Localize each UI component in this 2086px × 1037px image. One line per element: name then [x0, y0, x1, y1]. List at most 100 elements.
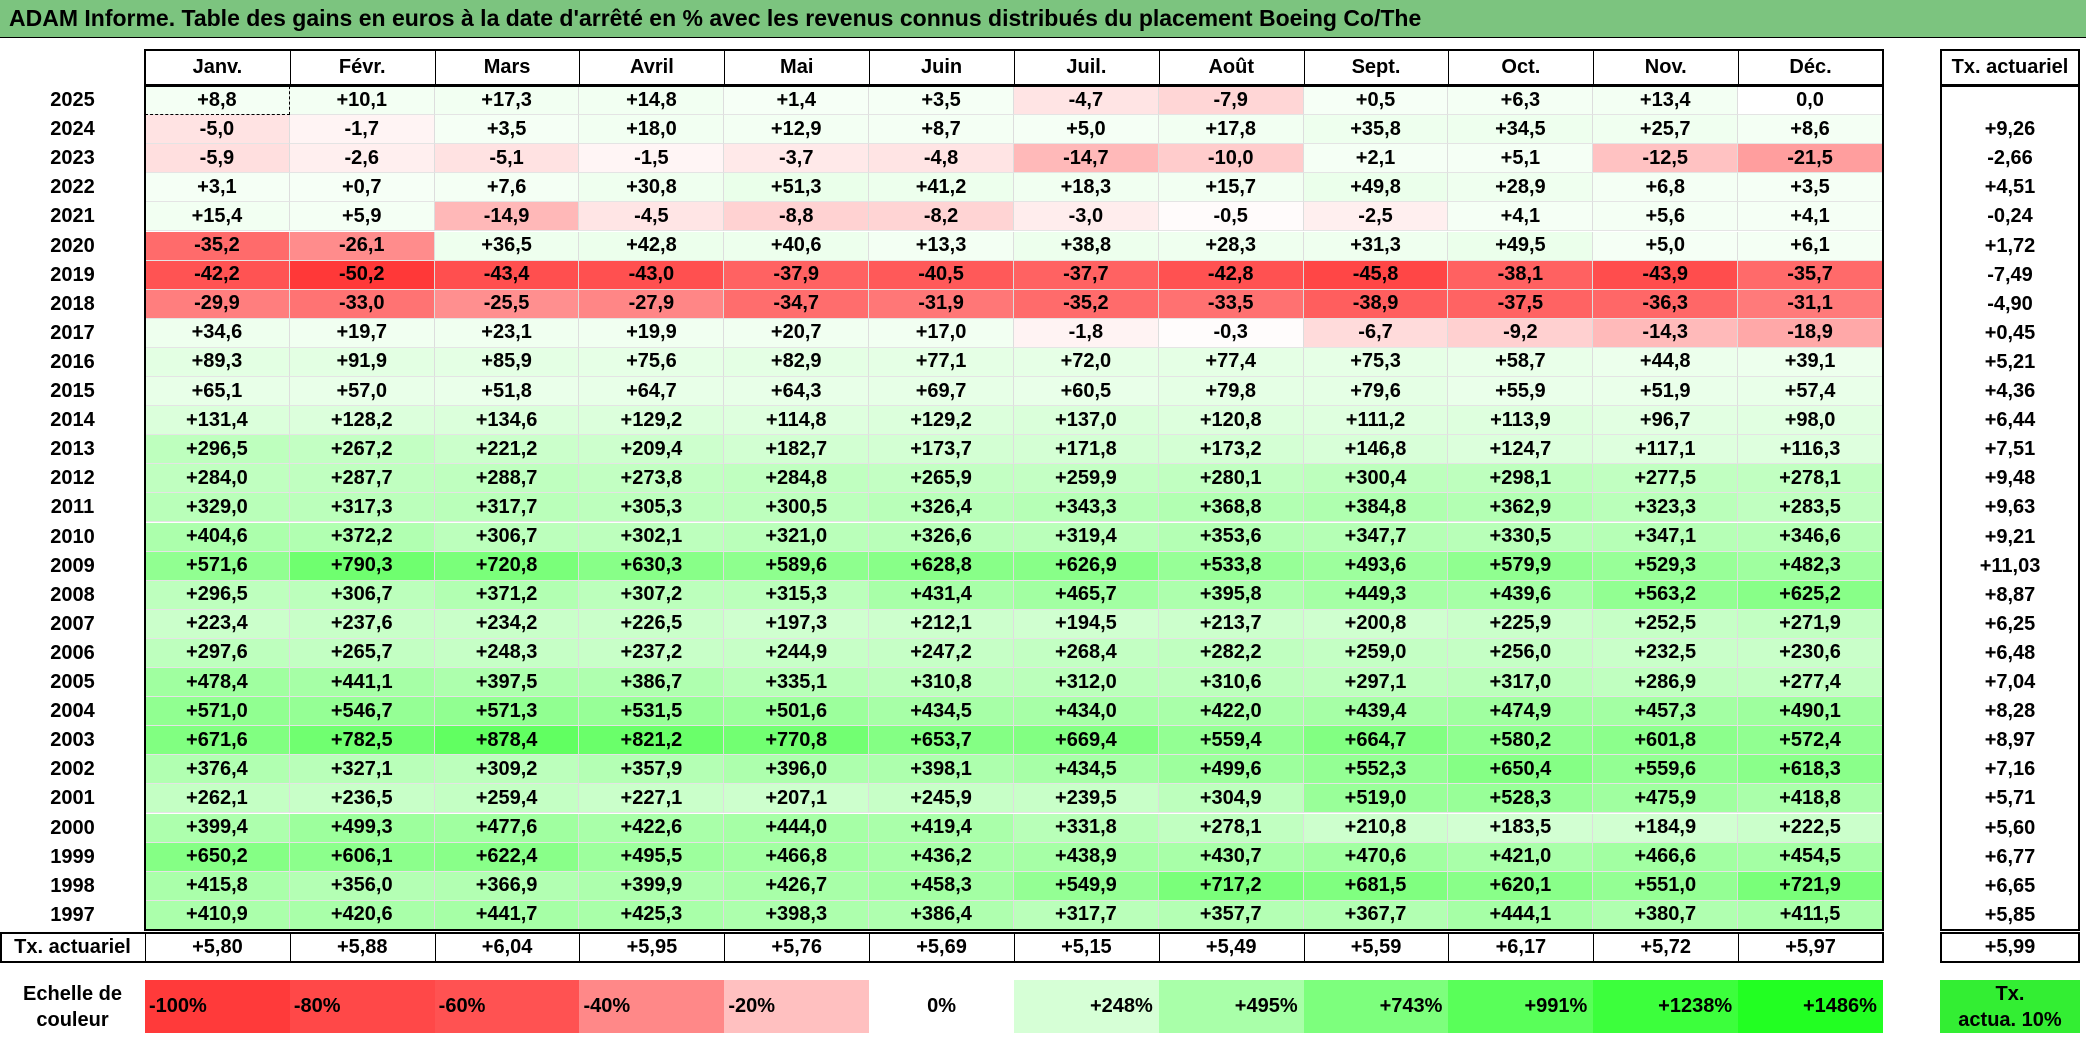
heatmap-cell: +23,1 [434, 318, 580, 348]
heatmap-cell: +57,0 [289, 377, 435, 407]
heatmap-cell: -5,9 [145, 144, 290, 174]
heatmap-cell: +551,0 [1593, 871, 1739, 901]
footer-rate: +5,88 [336, 935, 388, 958]
heatmap-cell: +436,2 [869, 842, 1014, 872]
heatmap-cell: -37,7 [1013, 260, 1159, 290]
heatmap-cell: -12,5 [1593, 144, 1739, 174]
footer-rate: +5,15 [1061, 935, 1112, 958]
heatmap-cell: +225,9 [1448, 609, 1594, 639]
heatmap-cell: -2,5 [1303, 202, 1449, 232]
heatmap-cell: +618,3 [1738, 755, 1883, 785]
heatmap-cell: +386,4 [869, 900, 1014, 930]
heatmap-cell: +34,6 [145, 318, 290, 348]
year-label: 1998 [50, 874, 95, 897]
heatmap-cell: +395,8 [1158, 580, 1304, 610]
heatmap-cell: +5,0 [1013, 115, 1159, 145]
heatmap-cell: -36,3 [1593, 289, 1739, 319]
heatmap-cell: +51,3 [724, 173, 870, 203]
heatmap-cell: -37,5 [1448, 289, 1594, 319]
heatmap-cell: +533,8 [1158, 551, 1304, 581]
heatmap-cell: -0,3 [1158, 318, 1304, 348]
heatmap-cell: -3,7 [724, 144, 870, 174]
footer-rate: +5,69 [916, 935, 967, 958]
year-label: 2013 [50, 438, 95, 461]
legend-side-line2: actua. 10% [1958, 1008, 2062, 1031]
heatmap-cell: +2,1 [1303, 144, 1449, 174]
heatmap-cell: +426,7 [724, 871, 870, 901]
heatmap-cell: +28,3 [1158, 231, 1304, 261]
annual-rate: +9,63 [1984, 496, 2036, 519]
heatmap-cell: +304,9 [1158, 784, 1304, 814]
legend-step: +1486% [1738, 980, 1883, 1033]
heatmap-cell: +310,8 [869, 668, 1014, 698]
heatmap-cell: +630,3 [579, 551, 725, 581]
heatmap-cell: +317,7 [434, 493, 580, 523]
heatmap-cell: +60,5 [1013, 377, 1159, 407]
heatmap-cell: +589,6 [724, 551, 870, 581]
heatmap-cell: -5,0 [145, 115, 290, 145]
heatmap-cell: -4,5 [579, 202, 725, 232]
year-label: 1999 [50, 845, 95, 868]
heatmap-cell: +319,4 [1013, 522, 1159, 552]
heatmap-cell: +444,0 [724, 813, 870, 843]
heatmap-cell: +245,9 [869, 784, 1014, 814]
heatmap-cell: +438,9 [1013, 842, 1159, 872]
heatmap-cell: +312,0 [1013, 668, 1159, 698]
heatmap-cell: +620,1 [1448, 871, 1594, 901]
heatmap-cell: +40,6 [724, 231, 870, 261]
heatmap-cell: +664,7 [1303, 726, 1449, 756]
heatmap-cell: +124,7 [1448, 435, 1594, 465]
heatmap-cell: +367,7 [1303, 900, 1449, 930]
heatmap-cell: +353,6 [1158, 522, 1304, 552]
heatmap-cell: +212,1 [869, 609, 1014, 639]
heatmap-cell: +421,0 [1448, 842, 1594, 872]
heatmap-cell: -18,9 [1738, 318, 1883, 348]
month-header-1: Janv. [192, 56, 243, 78]
heatmap-cell: +114,8 [724, 406, 870, 436]
heatmap-cell: +571,6 [145, 551, 290, 581]
heatmap-cell: -5,1 [434, 144, 580, 174]
year-label: 2003 [50, 729, 95, 752]
heatmap-cell: +200,8 [1303, 609, 1449, 639]
heatmap-cell: +252,5 [1593, 609, 1739, 639]
heatmap-cell: +650,4 [1448, 755, 1594, 785]
heatmap-cell: +0,5 [1303, 86, 1449, 116]
heatmap-cell: +601,8 [1593, 726, 1739, 756]
heatmap-cell: +13,3 [869, 231, 1014, 261]
heatmap-cell: +286,9 [1593, 668, 1739, 698]
heatmap-cell: +64,7 [579, 377, 725, 407]
annual-rate: +1,72 [1984, 234, 2036, 257]
footer-rate: +5,97 [1785, 935, 1836, 958]
heatmap-cell: +418,8 [1738, 784, 1883, 814]
heatmap-cell: +317,0 [1448, 668, 1594, 698]
heatmap-cell: +499,6 [1158, 755, 1304, 785]
heatmap-cell: +232,5 [1593, 638, 1739, 668]
heatmap-cell: +111,2 [1303, 406, 1449, 436]
month-header-2: Févr. [338, 56, 386, 78]
heatmap-cell: +39,1 [1738, 347, 1883, 377]
heatmap-cell: +571,0 [145, 697, 290, 727]
heatmap-cell: +25,7 [1593, 115, 1739, 145]
month-header-8: Août [1208, 56, 1254, 78]
heatmap-cell: +419,4 [869, 813, 1014, 843]
heatmap-cell: +770,8 [724, 726, 870, 756]
heatmap-cell: +309,2 [434, 755, 580, 785]
legend-step: -80% [289, 980, 435, 1033]
heatmap-cell: +398,3 [724, 900, 870, 930]
year-label: 2004 [50, 700, 95, 723]
heatmap-cell: +368,8 [1158, 493, 1304, 523]
heatmap-cell: +343,3 [1013, 493, 1159, 523]
heatmap-cell: -43,9 [1593, 260, 1739, 290]
year-label: 2012 [50, 467, 95, 490]
annual-rate [1940, 86, 2080, 115]
heatmap-cell: +323,3 [1593, 493, 1739, 523]
heatmap-cell: +262,1 [145, 784, 290, 814]
heatmap-cell: +31,3 [1303, 231, 1449, 261]
heatmap-cell: +113,9 [1448, 406, 1594, 436]
footer-rate: +5,76 [771, 935, 823, 958]
footer-rate: +5,80 [192, 935, 243, 958]
month-header-4: Avril [630, 56, 674, 78]
heatmap-cell: +449,3 [1303, 580, 1449, 610]
month-header-7: Juil. [1066, 56, 1107, 78]
heatmap-cell: +173,7 [869, 435, 1014, 465]
